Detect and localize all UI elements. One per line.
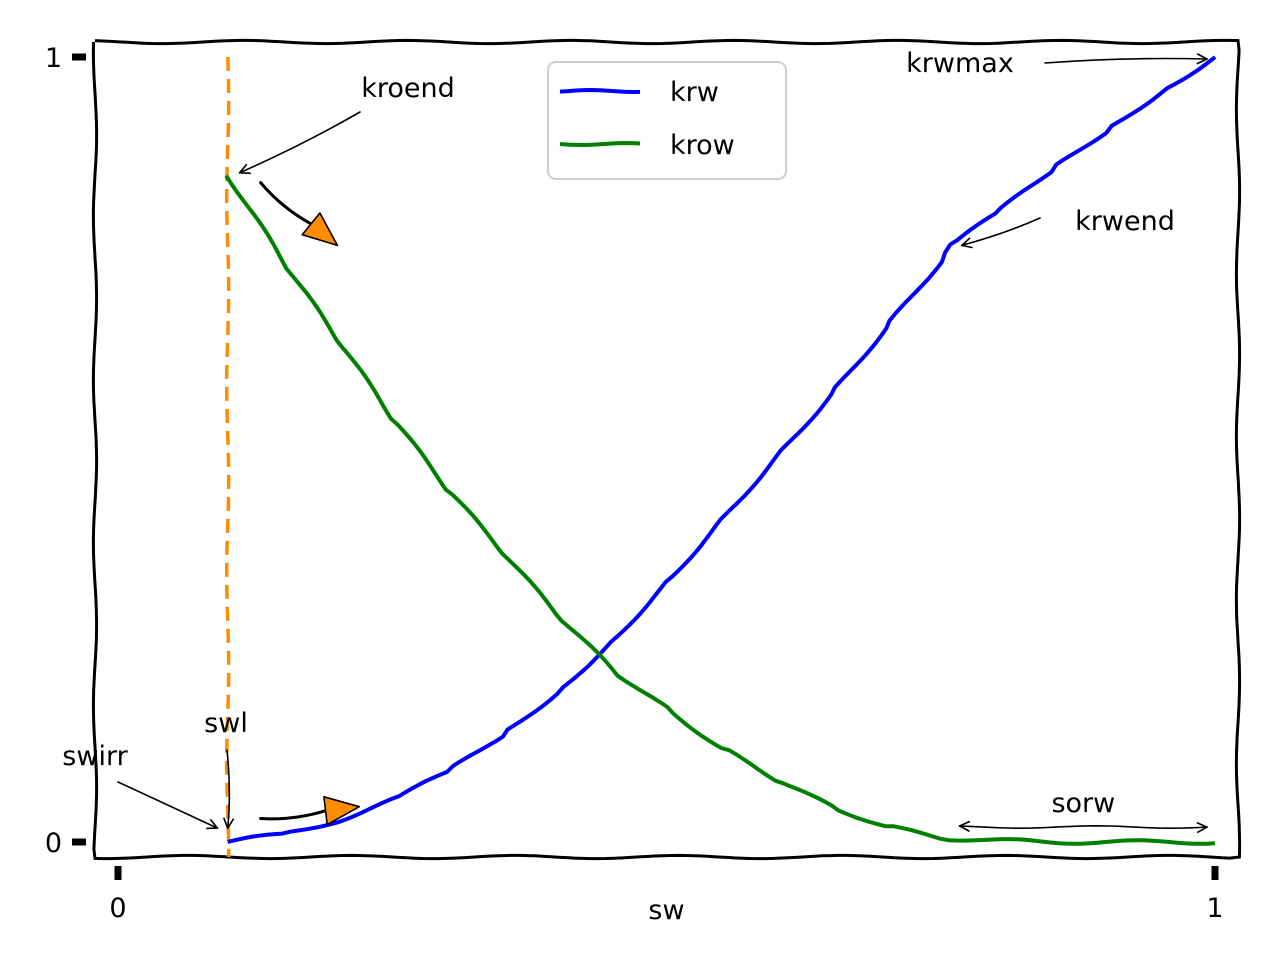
plot-frame xyxy=(91,38,1242,861)
annotation-swirr: swirr xyxy=(62,741,128,772)
annotation-sorw: sorw xyxy=(1051,788,1115,819)
legend-swatch-krow xyxy=(559,140,641,148)
annotation-krwend: krwend xyxy=(1075,206,1175,237)
y-tick-label: 1 xyxy=(45,43,62,74)
annotation-arrow-krwend xyxy=(962,217,1041,245)
sorw-span-arrow xyxy=(960,826,1207,828)
series-line-krw xyxy=(227,55,1217,844)
legend-label-krw: krw xyxy=(670,77,719,108)
annotation-swl: swl xyxy=(204,708,248,739)
swl-reference-line xyxy=(224,56,231,857)
y-tick-label: 0 xyxy=(45,828,62,859)
legend-swatch-krw xyxy=(559,87,641,95)
annotation-arrow-swl xyxy=(227,749,229,828)
x-tick-label: 0 xyxy=(109,893,126,924)
direction-arrow-shaft xyxy=(259,809,328,821)
series-line-krow xyxy=(224,174,1216,846)
legend-box xyxy=(547,61,787,180)
x-tick-label: 1 xyxy=(1206,893,1223,924)
annotation-arrow-krwmax xyxy=(1044,59,1207,64)
annotation-kroend: kroend xyxy=(361,73,455,104)
legend-label-krow: krow xyxy=(670,130,735,161)
annotation-arrow-swirr xyxy=(117,781,217,828)
x-axis-label: sw xyxy=(648,895,684,926)
annotation-krwmax: krwmax xyxy=(906,48,1014,79)
direction-arrow-shaft xyxy=(259,181,313,226)
direction-arrow-head xyxy=(301,212,339,247)
direction-arrow-head xyxy=(323,795,361,826)
annotation-arrow-kroend xyxy=(240,111,361,173)
